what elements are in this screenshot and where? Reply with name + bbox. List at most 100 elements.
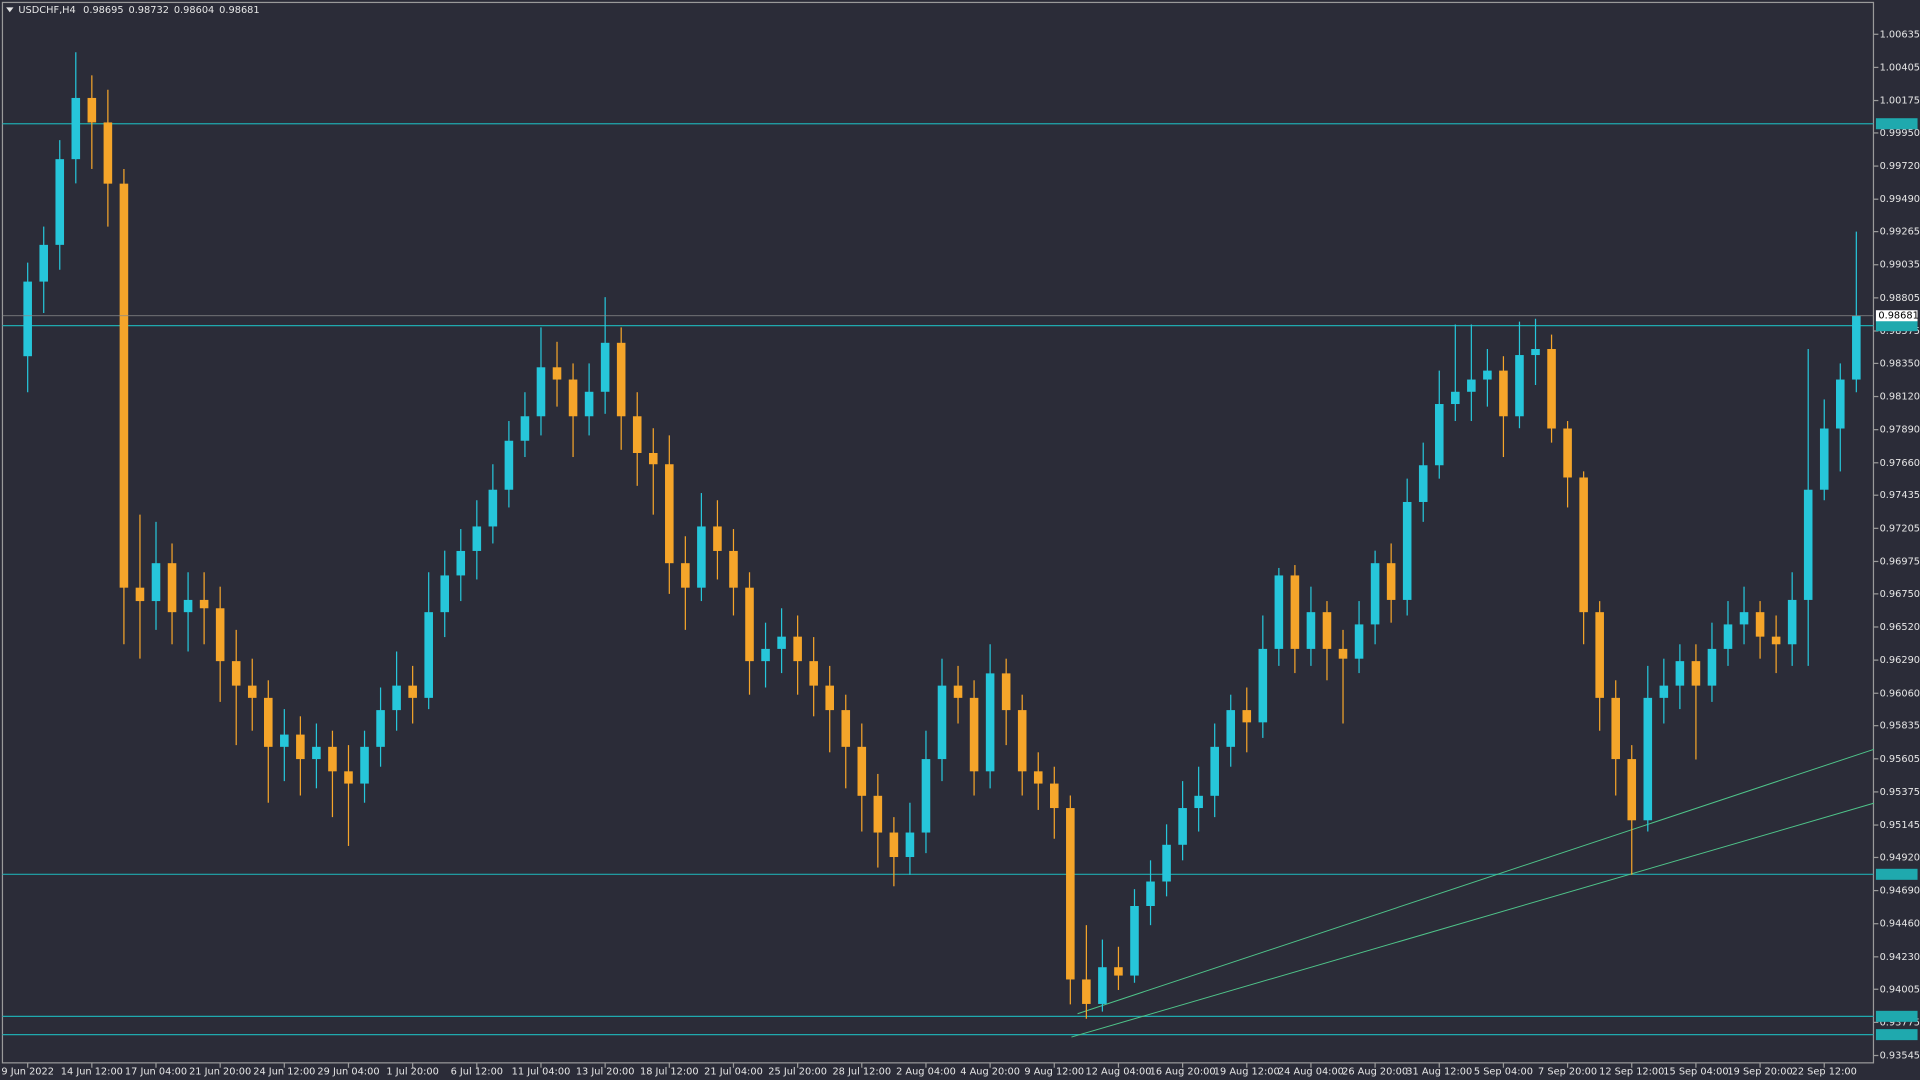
x-tick-label: 21 Jun 20:00 (189, 1066, 251, 1077)
y-tick-label: 0.98805 (1880, 293, 1920, 304)
x-tick-label: 18 Jul 12:00 (640, 1066, 699, 1077)
candle-body (1627, 759, 1637, 821)
candle-body (504, 440, 514, 490)
y-tick-label: 0.99035 (1880, 260, 1920, 271)
y-tick-label: 0.99265 (1880, 227, 1920, 238)
x-tick-label: 14 Jun 12:00 (61, 1066, 123, 1077)
candle-body (1803, 489, 1813, 600)
candle-body (1178, 808, 1187, 845)
y-tick-label: 0.96520 (1880, 622, 1920, 633)
candle-body (1386, 563, 1396, 600)
header-low: 0.98604 (174, 5, 214, 16)
y-tick-label: 0.93545 (1880, 1051, 1920, 1062)
x-tick-label: 1 Jul 20:00 (386, 1066, 438, 1077)
candle-body (1467, 379, 1476, 392)
candle-body (1306, 612, 1316, 649)
candle-body (344, 771, 353, 784)
candle-body (1659, 685, 1669, 698)
level-tag (1875, 868, 1918, 880)
candle-body (648, 453, 658, 465)
candle-body (745, 587, 754, 662)
candle-body (183, 599, 193, 613)
y-tick-label: 0.96290 (1880, 655, 1920, 666)
candle-body (1787, 599, 1797, 645)
candle-body (985, 673, 995, 772)
x-tick-label: 22 Sep 12:00 (1792, 1066, 1857, 1077)
candle-body (119, 183, 129, 588)
candle-body (1691, 661, 1701, 686)
candle-body (424, 612, 433, 698)
candle-body (1033, 771, 1043, 784)
candle-body (568, 379, 578, 417)
candle-body (697, 526, 706, 588)
candle-body (1146, 881, 1155, 906)
candle-body (1434, 404, 1444, 466)
chart-header: USDCHF,H4 0.98695 0.98732 0.98604 0.98681 (18, 5, 259, 16)
candle-body (953, 685, 963, 698)
x-tick-label: 24 Jun 12:00 (253, 1066, 315, 1077)
y-tick-label: 0.94920 (1880, 852, 1920, 863)
candle-body (1819, 428, 1829, 490)
candle-body (312, 746, 321, 760)
candle-body (376, 710, 385, 747)
header-close: 0.98681 (219, 5, 259, 16)
candle-body (247, 685, 257, 698)
x-tick-label: 2 Aug 04:00 (896, 1066, 956, 1077)
x-tick-label: 29 Jun 04:00 (317, 1066, 379, 1077)
x-tick-label: 24 Aug 04:00 (1278, 1066, 1344, 1077)
x-tick-label: 5 Sep 04:00 (1474, 1066, 1533, 1077)
candle-body (87, 97, 97, 123)
candle-body (1515, 355, 1524, 417)
candle-body (1162, 844, 1171, 882)
y-tick-label: 0.94230 (1880, 952, 1920, 963)
y-tick-label: 0.97660 (1880, 458, 1920, 469)
candle-body (360, 746, 369, 784)
candle-body (1402, 501, 1412, 600)
y-tick-label: 0.97205 (1880, 523, 1920, 534)
candle-body (1258, 648, 1268, 723)
level-tag (1875, 118, 1918, 130)
price-tag-label: 0.98681 (1878, 311, 1918, 322)
x-tick-label: 26 Aug 20:00 (1342, 1066, 1408, 1077)
x-tick-label: 28 Jul 12:00 (832, 1066, 891, 1077)
x-tick-label: 12 Sep 12:00 (1599, 1066, 1664, 1077)
candle-body (969, 697, 979, 772)
x-tick-label: 19 Sep 20:00 (1727, 1066, 1792, 1077)
candle-body (408, 685, 417, 698)
candle-body (39, 244, 48, 282)
menu-arrow[interactable] (6, 7, 14, 13)
y-tick-label: 0.98120 (1880, 392, 1920, 403)
y-tick-label: 0.97435 (1880, 490, 1920, 501)
y-tick-label: 1.00635 (1880, 29, 1920, 40)
candle-body (1066, 808, 1075, 980)
y-tick-label: 0.97890 (1880, 425, 1920, 436)
candle-body (1611, 697, 1620, 760)
candle-body (1194, 795, 1203, 809)
candle-body (1322, 612, 1332, 649)
x-tick-label: 12 Aug 04:00 (1085, 1066, 1151, 1077)
candle-body (1739, 612, 1749, 625)
y-tick-label: 1.00175 (1880, 96, 1920, 107)
candle-body (1370, 563, 1380, 625)
header-open: 0.98695 (83, 5, 123, 16)
candle-body (921, 759, 931, 833)
x-tick-label: 9 Jun 2022 (1, 1066, 54, 1077)
trend-line (1077, 748, 1875, 1015)
candle-body (681, 563, 690, 588)
candle-body (135, 587, 145, 602)
candle-body (1755, 612, 1765, 637)
x-tick-label: 13 Jul 20:00 (576, 1066, 635, 1077)
candle-body (584, 391, 594, 417)
candle-body (1354, 624, 1364, 659)
price-tag (1875, 310, 1918, 322)
x-tick-label: 21 Jul 04:00 (704, 1066, 763, 1077)
candle-body (1499, 370, 1508, 417)
plot-frame (1, 1, 1875, 1064)
symbol: USDCHF,H4 (18, 5, 75, 16)
candle-body (552, 367, 562, 380)
candle-body (296, 734, 305, 760)
candle-body (1017, 710, 1027, 772)
candle-body (71, 97, 81, 160)
candle-body (1595, 612, 1604, 698)
